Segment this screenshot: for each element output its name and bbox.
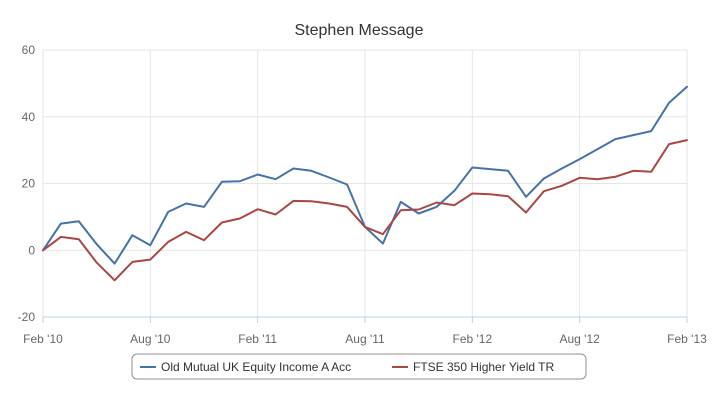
x-tick-label: Aug '10 [130, 332, 171, 346]
y-tick-label: 40 [22, 110, 36, 124]
legend[interactable]: Old Mutual UK Equity Income A Acc FTSE 3… [131, 353, 587, 380]
gridlines [42, 49, 688, 317]
y-tick-label: 20 [22, 177, 36, 191]
x-tick-label: Feb '13 [667, 332, 707, 346]
y-axis-tick-labels: -20 0 20 40 60 [18, 43, 36, 324]
y-tick-label: 0 [28, 243, 35, 257]
legend-item-series-2[interactable]: FTSE 350 Higher Yield TR [392, 360, 555, 374]
series-lines [42, 85, 688, 282]
x-tick-label: Aug '11 [345, 332, 385, 346]
x-tick-label: Feb '12 [453, 332, 493, 346]
legend-item-series-1[interactable]: Old Mutual UK Equity Income A Acc [140, 360, 351, 374]
chart-title: Stephen Message [295, 22, 424, 39]
x-tick-label: Aug '12 [560, 332, 601, 346]
legend-label-series-2[interactable]: FTSE 350 Higher Yield TR [413, 360, 555, 374]
x-axis: Feb '10 Aug '10 Feb '11 Aug '11 Feb '12 Aug '… [23, 316, 707, 346]
x-tick-label: Feb '11 [238, 332, 277, 346]
x-tick-label: Feb '10 [23, 332, 63, 346]
y-tick-label: -20 [18, 310, 36, 324]
series-line-2[interactable] [42, 139, 688, 282]
y-tick-label: 60 [22, 43, 36, 57]
legend-box [131, 353, 587, 380]
legend-label-series-1[interactable]: Old Mutual UK Equity Income A Acc [161, 360, 351, 374]
